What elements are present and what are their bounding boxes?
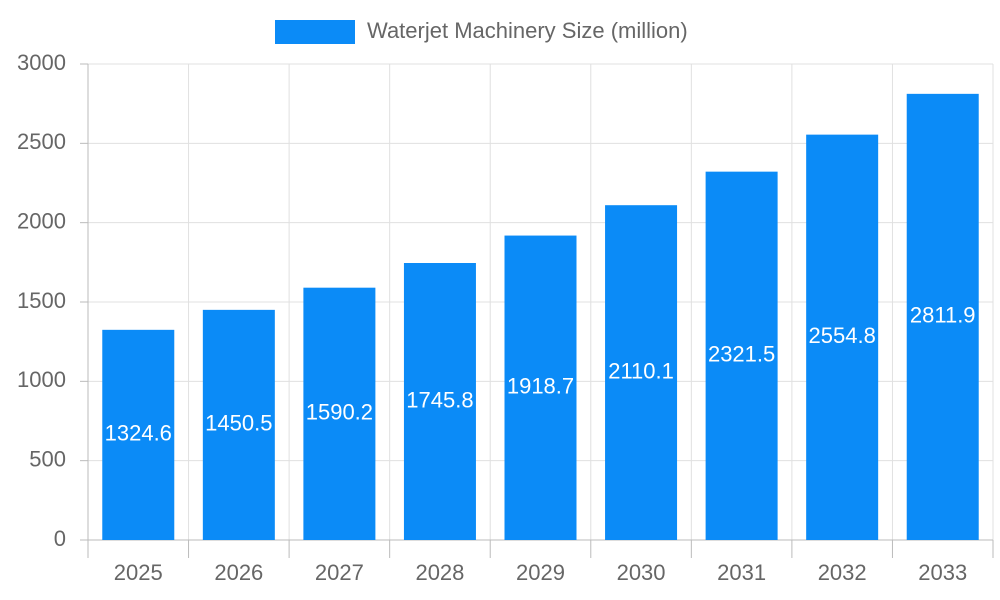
bar <box>102 329 175 540</box>
x-tick-label: 2029 <box>516 560 565 585</box>
bar <box>303 287 376 540</box>
y-tick-label: 0 <box>54 526 66 551</box>
value-label: 2110.1 <box>608 358 674 383</box>
value-label: 1590.2 <box>306 400 373 425</box>
x-tick-label: 2033 <box>918 560 967 585</box>
y-tick-label: 2500 <box>17 129 66 154</box>
value-label: 2811.9 <box>910 303 976 328</box>
y-tick-label: 2000 <box>17 208 66 233</box>
x-tick-label: 2026 <box>214 560 263 585</box>
y-tick-label: 1000 <box>17 367 66 392</box>
y-tick-label: 3000 <box>17 50 66 75</box>
bar <box>504 235 577 540</box>
x-tick-label: 2028 <box>415 560 464 585</box>
x-tick-label: 2032 <box>818 560 867 585</box>
bar <box>202 309 275 540</box>
bar <box>906 93 979 540</box>
value-label: 1918.7 <box>507 374 574 399</box>
bar <box>705 171 778 540</box>
x-tick-label: 2027 <box>315 560 364 585</box>
legend-swatch <box>275 20 355 44</box>
bar <box>403 262 476 540</box>
value-label: 2321.5 <box>708 342 775 367</box>
value-label: 1745.8 <box>406 387 473 412</box>
y-tick-label: 500 <box>29 446 66 471</box>
value-label: 2554.8 <box>809 323 876 348</box>
y-tick-label: 1500 <box>17 288 66 313</box>
bar <box>605 205 678 541</box>
x-tick-label: 2025 <box>114 560 163 585</box>
x-tick-label: 2030 <box>617 560 666 585</box>
value-label: 1324.6 <box>105 421 172 446</box>
x-tick-label: 2031 <box>717 560 766 585</box>
legend-label: Waterjet Machinery Size (million) <box>367 18 688 43</box>
bar <box>806 134 879 540</box>
value-label: 1450.5 <box>205 411 272 436</box>
